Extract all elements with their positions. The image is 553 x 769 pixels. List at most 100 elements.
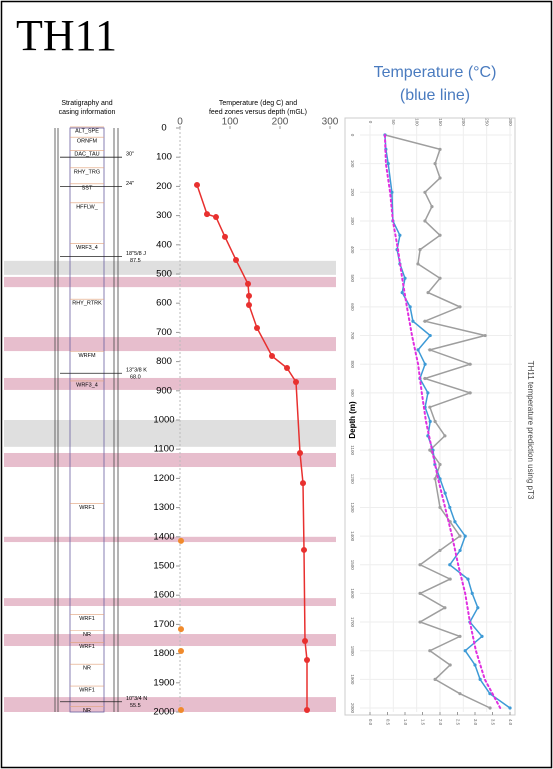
y-tick-label: 1700 (153, 619, 174, 630)
x-tick-label: 200 (461, 118, 466, 126)
data-point (400, 290, 404, 295)
strat-column (69, 127, 105, 713)
y-tick-label: 2000 (153, 707, 174, 718)
data-point (448, 563, 452, 567)
x-tick-label: 0 (177, 117, 183, 128)
data-point (448, 663, 452, 667)
casing-weight: 55.5 (130, 703, 141, 709)
data-point (233, 256, 239, 263)
unit-label: DAC_TAU (74, 152, 99, 158)
y-tick-label: 100 (156, 152, 172, 163)
y-tick-label: 1500 (153, 561, 174, 572)
x2-tick-label: 1.0 (403, 719, 408, 726)
feed-zone (4, 697, 336, 712)
unit-label: NR (83, 632, 91, 638)
casing-size: 10"3/4 N (126, 696, 147, 702)
data-point (428, 333, 432, 338)
data-point (418, 563, 422, 567)
data-point (468, 362, 472, 366)
data-point (423, 219, 427, 223)
y-tick-label: 1900 (153, 677, 174, 688)
data-point (390, 190, 394, 194)
data-point (246, 301, 252, 308)
y-tick-label: 200 (350, 189, 355, 197)
casing-size: 30" (126, 152, 134, 158)
data-point (458, 534, 462, 538)
data-point (423, 362, 427, 366)
data-point (443, 491, 447, 495)
y-tick-label: 100 (350, 160, 355, 168)
data-point (418, 248, 422, 252)
chart-title: Temperature (deg C) and (219, 100, 297, 107)
y-tick-label: 300 (350, 217, 355, 225)
y-tick-label: 600 (156, 298, 172, 309)
data-point (483, 333, 487, 338)
data-point (408, 305, 412, 309)
page-title: TH11 (16, 11, 117, 60)
y-tick-label: 500 (156, 269, 172, 280)
x-tick-label: 100 (222, 117, 239, 128)
y-tick-label: 400 (156, 239, 172, 250)
data-point (403, 276, 407, 280)
casing-size: 18"5/8 J (126, 251, 146, 257)
x-tick-label: 100 (414, 118, 419, 126)
data-point (418, 620, 422, 624)
data-point (398, 233, 402, 237)
y-tick-label: 1200 (350, 474, 355, 485)
data-point (304, 706, 310, 713)
data-point (466, 577, 470, 581)
y-tick-label: 200 (156, 181, 172, 192)
y-tick-label: 1100 (154, 444, 174, 455)
data-point (508, 706, 512, 710)
x2-tick-label: 3.5 (490, 719, 495, 726)
chart-title: feed zones versus depth (mGL) (209, 109, 307, 116)
y-tick-label: 1900 (350, 674, 355, 685)
y-tick-label: 1700 (350, 617, 355, 628)
data-point (438, 548, 442, 553)
y-tick-label: 1200 (153, 473, 174, 484)
data-point (473, 663, 477, 667)
data-point (443, 606, 447, 610)
y-tick-label: 900 (156, 385, 172, 396)
y-tick-label: 1300 (350, 502, 355, 513)
data-point (433, 419, 437, 424)
data-point (428, 405, 432, 409)
series-line (196, 184, 308, 710)
data-point (423, 376, 427, 381)
data-point (433, 677, 437, 681)
unit-label: WRF1 (79, 616, 95, 622)
data-point (178, 706, 184, 713)
data-point (438, 233, 442, 237)
data-point (438, 505, 442, 510)
data-point (245, 280, 251, 287)
y-tick-label: 700 (350, 332, 355, 340)
data-point (428, 649, 432, 653)
series-line (384, 134, 491, 709)
data-point (426, 391, 430, 395)
casing-size: 24" (126, 181, 134, 187)
y-tick-label: 1500 (350, 560, 355, 571)
x2-tick-label: 0.0 (368, 719, 373, 726)
data-point (411, 319, 415, 323)
data-point (213, 214, 219, 221)
data-point (284, 365, 290, 372)
data-point (302, 638, 308, 645)
x2-tick-label: 4.0 (508, 719, 513, 726)
y-tick-label: 1800 (350, 646, 355, 657)
data-point (470, 591, 474, 596)
y-tick-label: 900 (350, 389, 355, 397)
data-point (443, 434, 447, 438)
data-point (430, 205, 434, 209)
data-point (423, 319, 427, 323)
strat-heading: casing information (59, 109, 116, 116)
x-tick-label: 300 (508, 118, 513, 126)
data-point (194, 181, 200, 188)
data-point (178, 626, 184, 633)
y-tick-label: 1600 (153, 590, 174, 601)
unit-label: ORNFM (77, 139, 98, 145)
y-tick-label: 400 (350, 246, 355, 254)
y-tick-label: 1000 (153, 415, 174, 426)
unit-label: WRF1 (79, 644, 95, 650)
unit-label: WRF1 (79, 505, 95, 511)
